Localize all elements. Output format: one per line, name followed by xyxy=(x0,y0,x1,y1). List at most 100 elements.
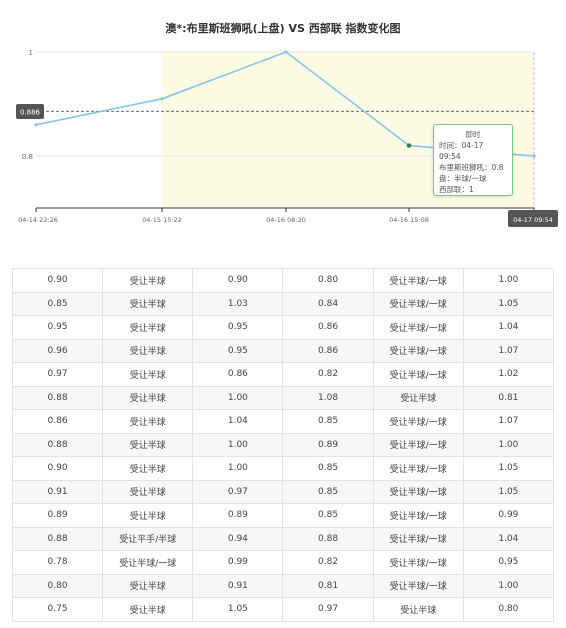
table-cell: 受让半球 xyxy=(372,597,464,622)
tooltip-line: 盘：半球/一球 xyxy=(439,174,487,183)
table-row: 0.85 受让半球 1.03 0.84 受让半球/一球 1.05 xyxy=(11,291,555,316)
table-cell: 受让半球 xyxy=(102,268,194,293)
table-cell: 受让半球/一球 xyxy=(372,479,464,504)
table-cell: 0.88 xyxy=(11,432,104,457)
data-point[interactable] xyxy=(406,143,412,148)
table-cell: 0.89 xyxy=(192,503,284,528)
table-cell: 受让半球 xyxy=(102,385,194,410)
x-tick-label: 04-16 15:08 xyxy=(389,216,429,224)
table-cell: 1.04 xyxy=(192,409,284,434)
table-cell: 受让半球 xyxy=(102,315,194,340)
table-cell: 受让半球 xyxy=(102,362,194,387)
table-row: 0.89 受让半球 0.89 0.85 受让半球/一球 0.99 xyxy=(11,503,555,528)
table-cell: 0.91 xyxy=(11,479,104,504)
table-cell: 受让半球 xyxy=(372,385,464,410)
table-cell: 0.85 xyxy=(282,479,374,504)
table-cell: 受让半球/一球 xyxy=(372,432,464,457)
table-cell: 1.00 xyxy=(462,268,555,293)
table-row: 0.80 受让半球 0.91 0.81 受让半球/一球 1.00 xyxy=(11,573,555,598)
table-cell: 0.94 xyxy=(192,526,284,551)
x-tick-label: 04-17 09:54 xyxy=(513,216,553,224)
table-cell: 0.86 xyxy=(282,315,374,340)
table-row: 0.96 受让半球 0.95 0.86 受让半球/一球 1.07 xyxy=(11,338,555,363)
table-cell: 0.86 xyxy=(11,409,104,434)
table-cell: 1.00 xyxy=(192,456,284,481)
data-point[interactable] xyxy=(160,97,164,101)
table-cell: 1.07 xyxy=(462,338,555,363)
chart-title: 澳*:布里斯班狮吼(上盘) VS 西部联 指数变化图 xyxy=(165,22,401,35)
table-cell: 受让半球/一球 xyxy=(372,315,464,340)
data-point[interactable] xyxy=(532,154,536,158)
y-marker-box xyxy=(16,104,44,119)
tooltip-away: 西部联：1 xyxy=(439,185,474,194)
table-cell: 0.99 xyxy=(462,503,555,528)
table-cell: 受让半球 xyxy=(102,338,194,363)
table-cell: 0.86 xyxy=(192,362,284,387)
chart-canvas: 1 0.8 0.886 04-14 22:26 04-15 15:22 04-16 … xyxy=(16,49,558,227)
table-cell: 1.02 xyxy=(462,362,555,387)
table-cell: 1.05 xyxy=(462,291,555,316)
table-cell: 0.86 xyxy=(282,338,374,363)
y-tick-08: 0.8 xyxy=(22,153,33,161)
y-marker-label: 0.886 xyxy=(16,104,44,119)
table-cell: 1.00 xyxy=(462,573,555,598)
table-cell: 0.82 xyxy=(282,550,374,575)
table-cell: 0.90 xyxy=(192,268,284,293)
table-cell: 1.03 xyxy=(192,291,284,316)
odds-chart: 澳*:布里斯班狮吼(上盘) VS 西部联 指数变化图 1 0.8 0.886 0… xyxy=(0,0,566,240)
table-row: 0.95 受让半球 0.95 0.86 受让半球/一球 1.04 xyxy=(11,315,555,340)
table-cell: 1.08 xyxy=(282,385,374,410)
table-row: 0.75 受让半球 1.05 0.97 受让半球 0.80 xyxy=(11,597,555,622)
x-tick-label: 04-15 15:22 xyxy=(142,216,182,224)
table-cell: 受让半球 xyxy=(102,503,194,528)
odds-table: 0.90 受让半球 0.90 0.80 受让半球/一球 1.00 0.85 受让半球 1.03 0… xyxy=(11,268,555,622)
table-cell: 0.96 xyxy=(11,338,104,363)
table-cell: 1.00 xyxy=(462,432,555,457)
table-cell: 0.97 xyxy=(11,362,104,387)
table-cell: 0.95 xyxy=(11,315,104,340)
table-cell: 1.04 xyxy=(462,526,555,551)
table-cell: 受让半球 xyxy=(102,456,194,481)
table-cell: 0.97 xyxy=(192,479,284,504)
table-cell: 0.78 xyxy=(11,550,104,575)
table-cell: 受让半球/一球 xyxy=(372,550,464,575)
data-point[interactable] xyxy=(284,50,288,54)
x-tick-label: 04-16 08:20 xyxy=(266,216,306,224)
table-cell: 受让半球/一球 xyxy=(372,338,464,363)
table-cell: 0.88 xyxy=(11,526,104,551)
table-cell: 受让半球/一球 xyxy=(372,291,464,316)
table-cell: 0.90 xyxy=(11,268,104,293)
tooltip-time: 时间：04-17 09:54 xyxy=(439,141,484,161)
table-row: 0.88 受让半球 1.00 0.89 受让半球/一球 1.00 xyxy=(11,432,555,457)
table-cell: 0.85 xyxy=(11,291,104,316)
table-cell: 0.85 xyxy=(282,456,374,481)
table-row: 0.88 受让半球 1.00 1.08 受让半球 0.81 xyxy=(11,385,555,410)
table-cell: 0.82 xyxy=(282,362,374,387)
odds-table-wrap: 0.90 受让半球 0.90 0.80 受让半球/一球 1.00 0.85 受让半球 1.03 0… xyxy=(11,268,555,622)
table-cell: 受让半球/一球 xyxy=(372,409,464,434)
y-marker-text: 0.886 xyxy=(20,109,41,117)
table-cell: 0.91 xyxy=(192,573,284,598)
table-cell: 受让半球 xyxy=(102,597,194,622)
table-cell: 0.89 xyxy=(282,432,374,457)
table-cell: 受让半球/一球 xyxy=(372,456,464,481)
table-cell: 0.80 xyxy=(462,597,555,622)
table-row: 0.86 受让半球 1.04 0.85 受让半球/一球 1.07 xyxy=(11,409,555,434)
table-cell: 0.97 xyxy=(282,597,374,622)
table-cell: 受让平手/半球 xyxy=(102,526,194,551)
table-cell: 1.05 xyxy=(462,456,555,481)
table-cell: 0.80 xyxy=(11,573,104,598)
x-tick-label: 04-14 22:26 xyxy=(18,216,58,224)
data-point[interactable] xyxy=(34,123,38,127)
table-cell: 0.81 xyxy=(462,385,555,410)
table-cell: 0.80 xyxy=(282,268,374,293)
table-cell: 1.00 xyxy=(192,432,284,457)
table-cell: 0.99 xyxy=(192,550,284,575)
table-cell: 0.88 xyxy=(282,526,374,551)
table-cell: 0.95 xyxy=(192,338,284,363)
table-row: 0.78 受让半球/一球 0.99 0.82 受让半球/一球 0.95 xyxy=(11,550,555,575)
x-marker-box xyxy=(508,210,558,227)
table-cell: 1.05 xyxy=(462,479,555,504)
table-cell: 受让半球 xyxy=(102,432,194,457)
table-cell: 0.88 xyxy=(11,385,104,410)
